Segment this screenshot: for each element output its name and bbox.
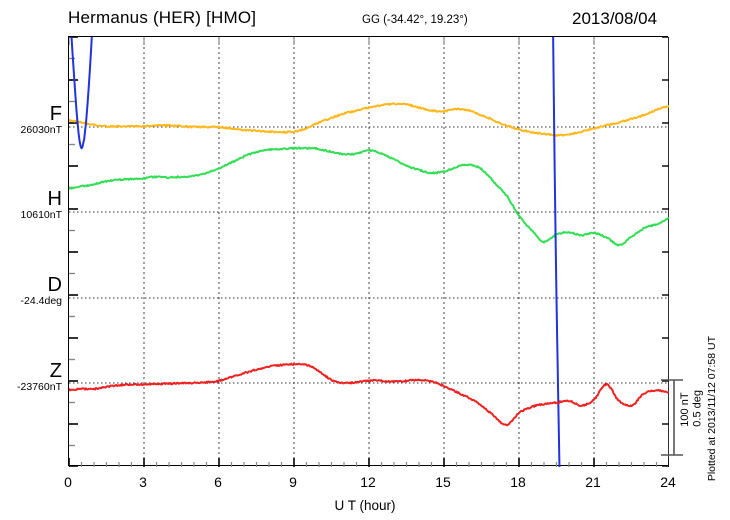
- component-letter-d: D: [47, 274, 62, 296]
- x-tick-label: 3: [139, 474, 147, 490]
- x-tick-label: 21: [585, 474, 601, 490]
- trace-f: [69, 102, 669, 137]
- magnetogram-svg: [69, 37, 669, 467]
- component-label-f: F 26030nT: [0, 104, 62, 137]
- x-tick-label: 6: [214, 474, 222, 490]
- page-title: Hermanus (HER) [HMO]: [68, 8, 257, 27]
- x-tick-label: 18: [510, 474, 526, 490]
- plot-area: [68, 36, 669, 467]
- component-baseline-z: -23760nT: [17, 381, 62, 393]
- component-letter-f: F: [49, 103, 62, 125]
- scale-bar-nt: 100 nT: [679, 392, 691, 427]
- component-baseline-d: -24.4deg: [20, 295, 62, 307]
- component-label-h: H 10610nT: [0, 189, 62, 222]
- component-label-d: D -24.4deg: [0, 275, 62, 308]
- component-baseline-h: 10610nT: [20, 209, 62, 221]
- x-tick-label: 9: [289, 474, 297, 490]
- trace-h: [69, 146, 669, 247]
- x-tick-label: 0: [64, 474, 72, 490]
- plotted-at-stamp: Plotted at 2013/11/12 07:58 UT: [706, 336, 718, 482]
- scale-bar-deg: 0.5 deg: [691, 390, 704, 427]
- scale-bar: [661, 379, 683, 456]
- x-tick-label: 15: [435, 474, 451, 490]
- x-axis-title: U T (hour): [334, 498, 396, 513]
- component-baseline-f: 26030nT: [20, 124, 62, 136]
- component-letter-z: Z: [49, 360, 62, 382]
- scale-bar-label: 100 nT 0.5 deg: [679, 390, 704, 427]
- x-tick-label: 24: [660, 474, 676, 490]
- component-label-z: Z -23760nT: [0, 361, 62, 394]
- x-tick-label: 12: [360, 474, 376, 490]
- geographic-coordinates: GG (-34.42°, 19.23°): [362, 14, 468, 26]
- component-letter-h: H: [47, 188, 62, 210]
- observation-date: 2013/08/04: [572, 9, 658, 28]
- trace-z: [69, 362, 669, 427]
